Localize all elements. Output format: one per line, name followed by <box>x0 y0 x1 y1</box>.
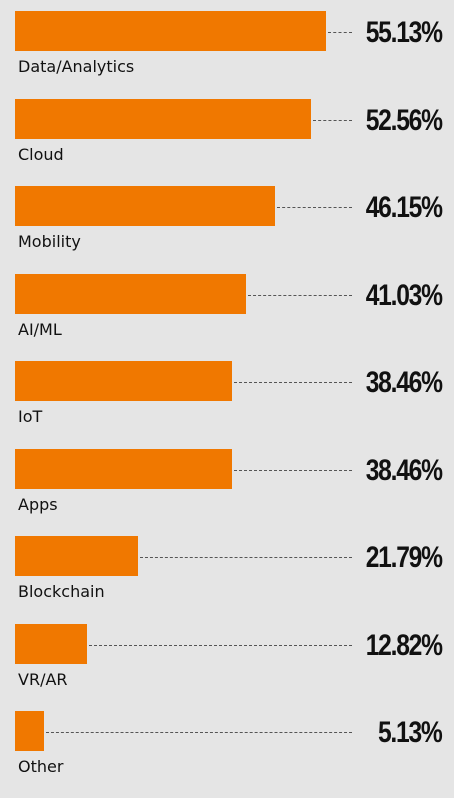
bar-row: 46.15% Mobility <box>0 186 454 273</box>
leader-line <box>248 294 352 296</box>
bar-row: 38.46% Apps <box>0 448 454 536</box>
bar <box>15 361 232 401</box>
category-label: Blockchain <box>18 582 105 601</box>
category-label: AI/ML <box>18 319 62 339</box>
value-label: 41.03% <box>365 278 443 312</box>
bar-row: 52.56% Cloud <box>0 98 454 186</box>
bar-row: 5.13% Other <box>0 711 454 798</box>
value-label: 52.56% <box>365 103 443 137</box>
bar-row: 38.46% IoT <box>0 361 454 448</box>
bar <box>15 536 138 576</box>
value-label: 21.79% <box>365 541 443 574</box>
leader-line <box>45 732 352 733</box>
category-label: Apps <box>18 494 58 514</box>
bar-row: 55.13% Data/Analytics <box>0 11 454 98</box>
value-label: 46.15% <box>365 191 443 224</box>
bar <box>15 186 276 226</box>
value-label: 12.82% <box>365 628 443 662</box>
leader-line <box>139 557 352 558</box>
category-label: Mobility <box>18 232 81 251</box>
bar <box>15 711 44 751</box>
category-label: Other <box>18 757 64 776</box>
value-label: 5.13% <box>378 716 443 749</box>
bar <box>15 11 326 51</box>
bar <box>15 98 312 139</box>
value-label: 55.13% <box>365 16 443 49</box>
leader-line <box>327 32 352 33</box>
value-label: 38.46% <box>365 453 443 487</box>
leader-line <box>89 644 352 646</box>
bar <box>15 273 247 314</box>
bar <box>15 448 232 489</box>
category-label: IoT <box>18 407 43 426</box>
leader-line <box>277 207 352 208</box>
bar <box>15 623 88 664</box>
category-label: Data/Analytics <box>18 57 135 76</box>
leader-line <box>233 382 352 383</box>
category-label: VR/AR <box>18 669 68 689</box>
category-label: Cloud <box>18 144 64 164</box>
bar-row: 21.79% Blockchain <box>0 536 454 623</box>
leader-line <box>313 119 352 121</box>
bar-row: 41.03% AI/ML <box>0 273 454 361</box>
bar-row: 12.82% VR/AR <box>0 623 454 711</box>
value-label: 38.46% <box>365 366 443 399</box>
leader-line <box>233 469 352 471</box>
